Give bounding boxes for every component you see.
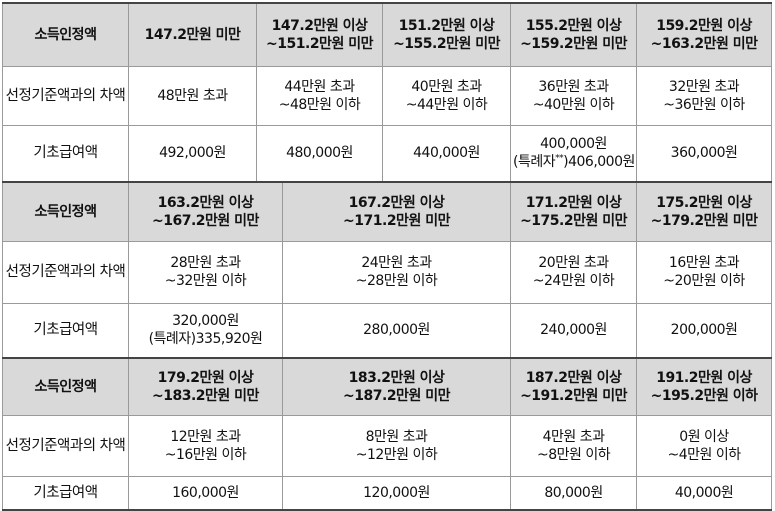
- block1-header-row: 소득인정액 147.2만원 미만 147.2만원 이상 ~151.2만원 미만 1…: [2, 2, 773, 67]
- income-range: 183.2만원 이상 ~187.2만원 미만: [281, 357, 512, 416]
- benefit-value: 400,000원 (특례자**)406,000원: [510, 124, 638, 183]
- benefit-label: 기초급여액: [2, 475, 129, 511]
- benefit-value: 492,000원: [128, 124, 257, 183]
- income-range: 179.2만원 이상 ~183.2만원 미만: [128, 357, 283, 416]
- income-range: 151.2만원 이상 ~155.2만원 미만: [382, 2, 512, 67]
- benefit-value: 240,000원: [510, 302, 638, 359]
- block2-diff-row: 선정기준액과의 차액 28만원 초과 ~32만원 이하 24만원 초과 ~28만원 …: [2, 240, 773, 304]
- block2-benefit-row: 기초급여액 320,000원 (특례자)335,920원 280,000원 240…: [2, 302, 773, 359]
- block1-benefit-row: 기초급여액 492,000원 480,000원 440,000원 400,000…: [2, 124, 773, 183]
- diff-value: 20만원 초과 ~24만원 이하: [510, 240, 638, 304]
- benefit-label: 기초급여액: [2, 302, 129, 359]
- income-range: 187.2만원 이상 ~191.2만원 미만: [510, 357, 638, 416]
- diff-label: 선정기준액과의 차액: [2, 414, 129, 477]
- block3-benefit-row: 기초급여액 160,000원 120,000원 80,000원 40,000원: [2, 475, 773, 511]
- benefit-value: 120,000원: [281, 475, 512, 511]
- diff-value: 8만원 초과 ~12만원 이하: [281, 414, 512, 477]
- income-label: 소득인정액: [2, 181, 129, 242]
- diff-value: 40만원 초과 ~44만원 이하: [382, 65, 512, 126]
- benefit-value: 200,000원: [636, 302, 773, 359]
- diff-value: 44만원 초과 ~48만원 이하: [255, 65, 384, 126]
- income-range: 167.2만원 이상 ~171.2만원 미만: [281, 181, 512, 242]
- benefit-label: 기초급여액: [2, 124, 129, 183]
- block2-header-row: 소득인정액 163.2만원 이상 ~167.2만원 미만 167.2만원 이상 ~1…: [2, 181, 773, 242]
- income-range: 147.2만원 미만: [128, 2, 257, 67]
- income-range: 163.2만원 이상 ~167.2만원 미만: [128, 181, 283, 242]
- block3-diff-row: 선정기준액과의 차액 12만원 초과 ~16만원 이하 8만원 초과 ~12만원 이…: [2, 414, 773, 477]
- block3-header-row: 소득인정액 179.2만원 이상 ~183.2만원 미만 183.2만원 이상 ~1…: [2, 357, 773, 416]
- income-range: 191.2만원 이상 ~195.2만원 이하: [636, 357, 773, 416]
- benefit-value: 480,000원: [255, 124, 384, 183]
- benefit-value: 360,000원: [636, 124, 773, 183]
- diff-value: 12만원 초과 ~16만원 이하: [128, 414, 283, 477]
- diff-label: 선정기준액과의 차액: [2, 240, 129, 304]
- diff-value: 48만원 초과: [128, 65, 257, 126]
- benefit-value: 320,000원 (특례자)335,920원: [128, 302, 283, 359]
- income-range: 147.2만원 이상 ~151.2만원 미만: [255, 2, 384, 67]
- income-range: 175.2만원 이상 ~179.2만원 미만: [636, 181, 773, 242]
- special-note: (특례자)335,920원: [148, 331, 263, 348]
- benefit-value: 280,000원: [281, 302, 512, 359]
- special-note: (특례자**)406,000원: [513, 153, 635, 171]
- diff-value: 36만원 초과 ~40만원 이하: [510, 65, 638, 126]
- benefit-value: 160,000원: [128, 475, 283, 511]
- diff-label: 선정기준액과의 차액: [2, 65, 129, 126]
- income-range: 159.2만원 이상 ~163.2만원 미만: [636, 2, 773, 67]
- block1-diff-row: 선정기준액과의 차액 48만원 초과 44만원 초과 ~48만원 이하 40만원 …: [2, 65, 773, 126]
- diff-value: 16만원 초과 ~20만원 이하: [636, 240, 773, 304]
- diff-value: 24만원 초과 ~28만원 이하: [281, 240, 512, 304]
- benefit-value: 40,000원: [636, 475, 773, 511]
- diff-value: 4만원 초과 ~8만원 이하: [510, 414, 638, 477]
- income-label: 소득인정액: [2, 357, 129, 416]
- benefit-value: 440,000원: [382, 124, 512, 183]
- diff-value: 0원 이상 ~4만원 이하: [636, 414, 773, 477]
- income-label: 소득인정액: [2, 2, 129, 67]
- income-range: 155.2만원 이상 ~159.2만원 미만: [510, 2, 638, 67]
- diff-value: 32만원 초과 ~36만원 이하: [636, 65, 773, 126]
- benefit-value: 80,000원: [510, 475, 638, 511]
- diff-value: 28만원 초과 ~32만원 이하: [128, 240, 283, 304]
- income-range: 171.2만원 이상 ~175.2만원 미만: [510, 181, 638, 242]
